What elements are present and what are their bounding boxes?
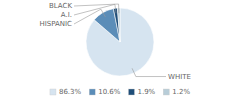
slice-label: BLACK xyxy=(49,2,72,10)
pie-slice xyxy=(113,8,120,42)
legend-item: 86.3% xyxy=(50,88,82,96)
legend-item: 10.6% xyxy=(89,88,121,96)
legend-item: 1.2% xyxy=(163,88,190,96)
slice-label: A.I. xyxy=(61,11,72,19)
legend-swatch xyxy=(163,89,169,95)
leader-line xyxy=(74,4,116,15)
leader-line xyxy=(74,9,105,24)
legend-label: 10.6% xyxy=(98,88,121,96)
slice-label: WHITE xyxy=(168,73,191,81)
legend-label: 86.3% xyxy=(59,88,82,96)
legend-item: 1.9% xyxy=(128,88,155,96)
legend-swatch xyxy=(50,89,56,95)
legend-label: 1.2% xyxy=(172,88,190,96)
legend: 86.3% 10.6% 1.9% 1.2% xyxy=(50,88,190,96)
slice-label: HISPANIC xyxy=(39,20,72,28)
legend-label: 1.9% xyxy=(137,88,155,96)
pie-slice xyxy=(86,8,154,76)
chart: BLACKA.I.HISPANIC WHITE 86.3% 10.6% 1.9% 1.2% xyxy=(0,0,240,100)
pie xyxy=(86,8,154,76)
pie-slice xyxy=(94,9,120,42)
callouts: BLACKA.I.HISPANIC WHITE xyxy=(39,2,190,81)
legend-swatch xyxy=(128,89,134,95)
legend-swatch xyxy=(89,89,95,95)
leader-line xyxy=(132,68,166,76)
